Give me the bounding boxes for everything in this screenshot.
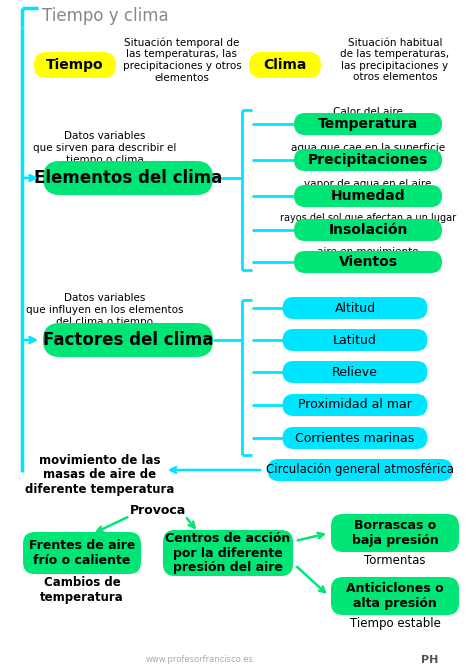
FancyBboxPatch shape xyxy=(294,251,442,273)
Text: Precipitaciones: Precipitaciones xyxy=(308,153,428,167)
Text: Tiempo y clima: Tiempo y clima xyxy=(42,7,169,25)
FancyBboxPatch shape xyxy=(23,532,141,574)
Text: Tormentas: Tormentas xyxy=(364,554,426,567)
Text: Factores del clima: Factores del clima xyxy=(43,331,213,349)
FancyBboxPatch shape xyxy=(331,514,459,552)
FancyBboxPatch shape xyxy=(34,52,116,78)
Text: Tiempo: Tiempo xyxy=(46,58,104,72)
Text: Altitud: Altitud xyxy=(335,302,375,314)
Text: vapor de agua en el aire: vapor de agua en el aire xyxy=(304,179,432,189)
FancyBboxPatch shape xyxy=(294,219,442,241)
Text: Elementos del clima: Elementos del clima xyxy=(34,169,222,187)
Text: rayos del sol que afectan a un lugar: rayos del sol que afectan a un lugar xyxy=(280,213,456,223)
Text: Datos variables
que sirven para describir el
tiempo o clima: Datos variables que sirven para describi… xyxy=(33,132,177,165)
Text: Corrientes marinas: Corrientes marinas xyxy=(295,431,415,444)
Text: Proximidad al mar: Proximidad al mar xyxy=(298,398,412,411)
Text: Calor del aire: Calor del aire xyxy=(333,107,403,117)
FancyBboxPatch shape xyxy=(294,185,442,207)
FancyBboxPatch shape xyxy=(283,297,428,319)
FancyBboxPatch shape xyxy=(267,459,453,481)
Text: Clima: Clima xyxy=(264,58,307,72)
Text: Frentes de aire
frío o caliente: Frentes de aire frío o caliente xyxy=(29,539,135,567)
Text: Situación habitual
de las temperaturas,
las precipitaciones y
otros elementos: Situación habitual de las temperaturas, … xyxy=(340,38,449,83)
Text: Vientos: Vientos xyxy=(338,255,398,269)
Text: Humedad: Humedad xyxy=(331,189,405,203)
FancyBboxPatch shape xyxy=(43,323,213,357)
Text: Provoca: Provoca xyxy=(130,503,186,517)
FancyBboxPatch shape xyxy=(283,427,428,449)
Text: Situación temporal de
las temperaturas, las
precipitaciones y otros
elementos: Situación temporal de las temperaturas, … xyxy=(123,38,241,83)
Text: agua que cae en la superficie: agua que cae en la superficie xyxy=(291,143,445,153)
Text: Temperatura: Temperatura xyxy=(318,117,418,131)
FancyBboxPatch shape xyxy=(283,329,428,351)
Text: Centros de acción
por la diferente
presión del aire: Centros de acción por la diferente presi… xyxy=(165,532,291,575)
Text: Latitud: Latitud xyxy=(333,333,377,347)
FancyBboxPatch shape xyxy=(283,394,428,416)
Text: Relieve: Relieve xyxy=(332,366,378,378)
FancyBboxPatch shape xyxy=(249,52,321,78)
Text: Datos variables
que influyen en los elementos
del clima o tiempo: Datos variables que influyen en los elem… xyxy=(26,294,184,327)
Text: aire en movimiento: aire en movimiento xyxy=(317,247,419,257)
Text: movimiento de las
masas de aire de
diferente temperatura: movimiento de las masas de aire de difer… xyxy=(25,454,175,497)
Text: Circulación general atmosférica: Circulación general atmosférica xyxy=(266,464,454,476)
FancyBboxPatch shape xyxy=(294,149,442,171)
Text: Tiempo estable: Tiempo estable xyxy=(349,618,440,630)
Text: PH: PH xyxy=(421,655,439,665)
FancyBboxPatch shape xyxy=(331,577,459,615)
Text: Borrascas o
baja presión: Borrascas o baja presión xyxy=(352,519,438,547)
FancyBboxPatch shape xyxy=(283,361,428,383)
Text: Insolación: Insolación xyxy=(328,223,408,237)
FancyBboxPatch shape xyxy=(163,530,293,576)
Text: www.profesorfrancisco.es: www.profesorfrancisco.es xyxy=(146,655,254,665)
FancyBboxPatch shape xyxy=(43,161,213,195)
FancyBboxPatch shape xyxy=(294,113,442,135)
Text: Anticiclones o
alta presión: Anticiclones o alta presión xyxy=(346,582,444,610)
Text: Cambios de
temperatura: Cambios de temperatura xyxy=(40,576,124,604)
